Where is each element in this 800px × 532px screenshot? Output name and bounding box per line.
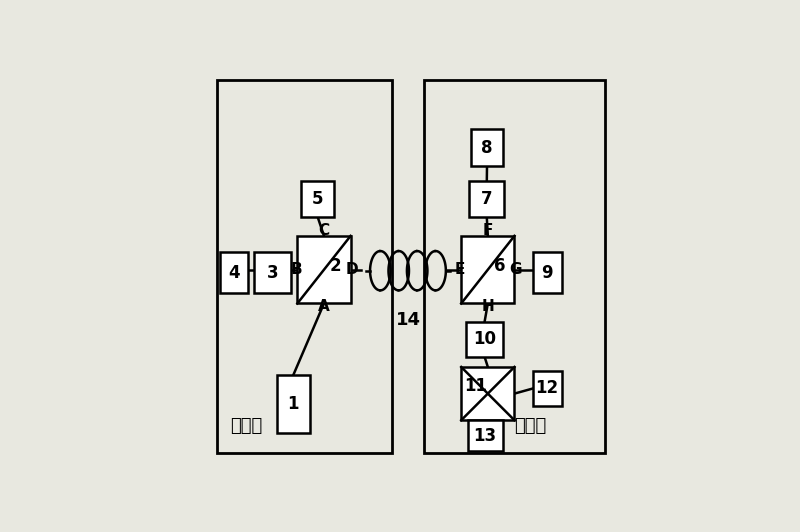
Text: 8: 8 (482, 139, 493, 157)
Text: 13: 13 (474, 427, 497, 445)
Bar (298, 236, 350, 303)
Bar (470, 180, 504, 218)
Bar (533, 252, 562, 293)
Text: A: A (318, 299, 330, 314)
Text: 4: 4 (228, 264, 240, 282)
Text: E: E (454, 262, 465, 277)
Bar (533, 371, 562, 406)
Bar (468, 420, 502, 451)
Text: 5: 5 (312, 190, 323, 208)
Text: F: F (482, 223, 493, 238)
Bar (470, 129, 503, 166)
Text: 发送方: 发送方 (230, 417, 262, 435)
Text: 7: 7 (481, 190, 493, 208)
Text: 2: 2 (330, 257, 342, 275)
Text: 1: 1 (287, 395, 299, 413)
Bar (466, 322, 503, 357)
Text: 11: 11 (465, 377, 488, 395)
Bar (254, 252, 291, 293)
Bar (424, 80, 605, 453)
Text: C: C (318, 223, 330, 238)
Text: G: G (510, 262, 522, 277)
Bar (462, 236, 514, 303)
Text: 6: 6 (494, 257, 506, 275)
Text: H: H (482, 299, 494, 314)
Text: B: B (290, 262, 302, 277)
Text: 接收方: 接收方 (514, 417, 546, 435)
Text: 3: 3 (267, 264, 278, 282)
Text: D: D (346, 262, 358, 277)
Bar (218, 80, 391, 453)
Text: 10: 10 (473, 330, 496, 348)
Text: 9: 9 (542, 264, 553, 282)
Text: 12: 12 (536, 379, 558, 397)
Bar (462, 367, 514, 420)
Bar (277, 375, 310, 433)
Bar (219, 252, 248, 293)
Bar (302, 180, 334, 218)
Text: 14: 14 (395, 311, 421, 329)
